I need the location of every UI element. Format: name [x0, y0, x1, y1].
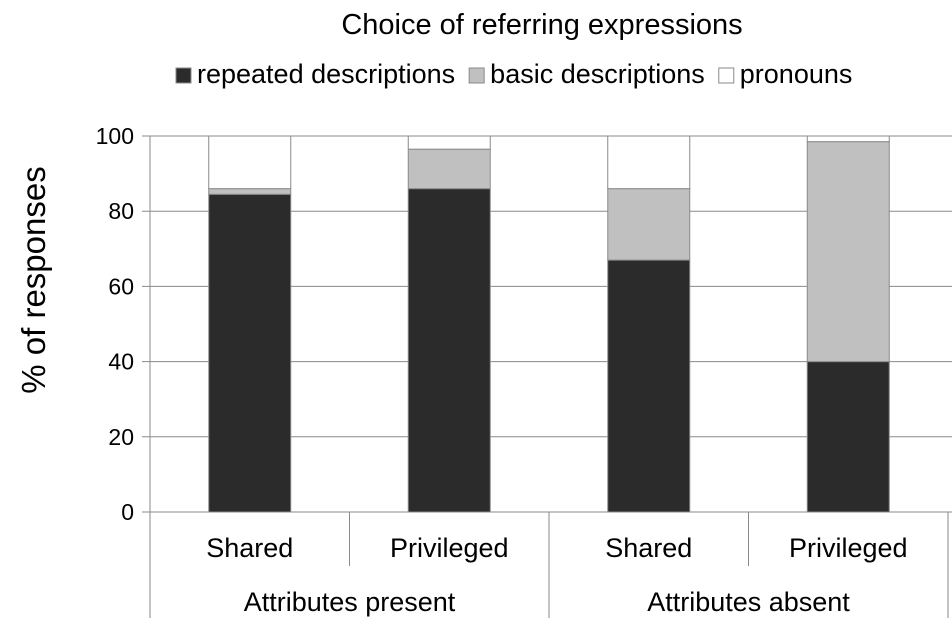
- bar-segment-basic-descriptions: [407, 148, 491, 190]
- legend-swatch: [175, 67, 192, 84]
- y-axis-ticks: 0 20 40 60 80 100: [96, 123, 134, 525]
- bar-segment-repeated-descriptions: [208, 193, 292, 513]
- chart-title: Choice of referring expressions: [341, 9, 742, 41]
- x-group-label: Attributes absent: [647, 587, 850, 617]
- bar-segment-pronouns: [208, 135, 292, 190]
- legend-label: pronouns: [740, 59, 853, 89]
- legend-swatch: [468, 67, 485, 84]
- legend-label: repeated descriptions: [197, 59, 455, 89]
- bars: [208, 135, 890, 513]
- y-axis-label: % of responses: [15, 166, 52, 393]
- y-tick-label: 20: [108, 424, 134, 450]
- bar-segment-basic-descriptions: [806, 141, 890, 363]
- bar-segment-pronouns: [806, 135, 890, 143]
- x-category-label: Shared: [605, 533, 692, 563]
- y-tick-label: 100: [96, 123, 134, 149]
- x-category-label: Shared: [206, 533, 293, 563]
- bar-segment-repeated-descriptions: [806, 361, 890, 513]
- x-category-label: Privileged: [789, 533, 908, 563]
- y-tick-label: 40: [108, 349, 134, 375]
- x-group-label: Attributes present: [244, 587, 456, 617]
- y-tick-label: 60: [108, 273, 134, 299]
- bar-segment-basic-descriptions: [607, 188, 691, 261]
- bar-segment-repeated-descriptions: [407, 188, 491, 513]
- x-category-label: Privileged: [390, 533, 509, 563]
- legend-label: basic descriptions: [490, 59, 705, 89]
- bar-segment-pronouns: [407, 135, 491, 150]
- bar-segment-pronouns: [607, 135, 691, 190]
- legend: repeated descriptions basic descriptions p…: [175, 59, 853, 89]
- bar-segment-basic-descriptions: [208, 188, 292, 195]
- bar-segment-repeated-descriptions: [607, 259, 691, 513]
- y-tick-label: 0: [121, 499, 134, 525]
- legend-swatch: [718, 67, 735, 84]
- x-axis: Shared Privileged Shared Privileged Attribut…: [149, 512, 949, 618]
- y-tick-label: 80: [108, 198, 134, 224]
